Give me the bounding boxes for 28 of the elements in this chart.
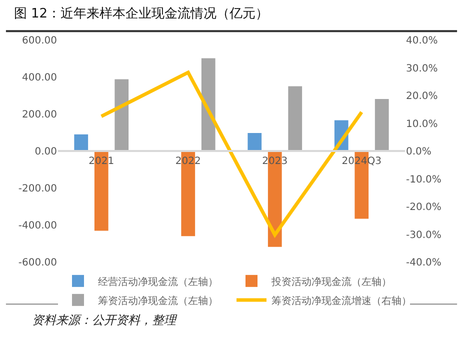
y-tick-label: -400.00: [18, 220, 57, 232]
chart-title: 图 12：近年来样本企业现金流情况（亿元）: [14, 6, 269, 22]
legend-label: 筹资活动净现金流（左轴）: [98, 294, 218, 307]
y-tick-label: 200.00: [22, 110, 57, 120]
y2-tick-label: -30.0%: [406, 230, 442, 241]
y2-tick-label: -40.0%: [406, 258, 442, 268]
y-tick-label: 0.00: [34, 146, 57, 158]
bar: [201, 58, 216, 151]
legend-label: 筹资活动净现金流增速（右轴）: [272, 294, 412, 307]
legend-label: 投资活动净现金流（左轴）: [270, 276, 392, 288]
y-tick-label: 600.00: [22, 36, 57, 46]
y2-tick-label: 20.0%: [406, 91, 438, 102]
y2-tick-label: -20.0%: [406, 202, 442, 213]
y2-tick-label: 0.0%: [406, 146, 432, 158]
bar: [248, 133, 262, 151]
y-tick-label: 400.00: [22, 72, 57, 84]
legend-label: 经营活动净现金流（左轴）: [98, 276, 218, 288]
bar: [288, 86, 302, 151]
y2-tick-label: 30.0%: [406, 63, 438, 74]
y-tick-label: -600.00: [18, 258, 57, 268]
bar: [374, 99, 389, 151]
y2-tick-label: 10.0%: [406, 118, 438, 130]
y2-tick-label: 40.0%: [406, 36, 438, 46]
bar: [114, 79, 129, 151]
y-tick-label: -200.00: [18, 184, 57, 194]
y2-tick-label: -10.0%: [406, 174, 442, 186]
bar: [74, 134, 88, 151]
text: 资料来源：公开资料，整理: [32, 313, 178, 327]
